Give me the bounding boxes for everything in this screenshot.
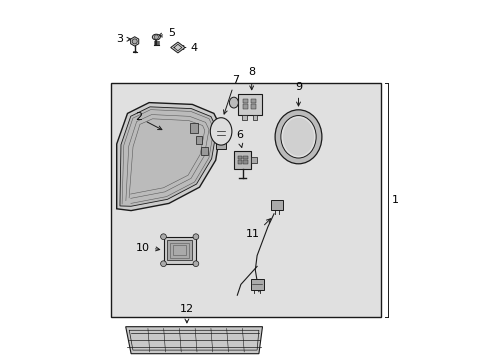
Bar [251,157,256,163]
Ellipse shape [210,118,231,145]
Circle shape [160,261,166,266]
Text: 6: 6 [236,130,243,140]
Bar [250,99,256,103]
Bar [242,104,248,109]
Text: 1: 1 [391,195,398,205]
Bar [237,156,242,159]
Bar [250,279,263,290]
Ellipse shape [229,97,238,108]
Bar [201,147,207,155]
Bar [190,123,198,133]
Bar [170,243,189,258]
Bar [270,200,282,210]
Circle shape [193,234,199,240]
Text: 11: 11 [245,229,259,239]
Bar [250,104,256,109]
Bar [215,141,226,149]
Text: 5: 5 [167,28,175,38]
Bar [167,240,192,260]
Ellipse shape [283,118,313,156]
Circle shape [154,35,158,39]
Bar [242,99,248,103]
Polygon shape [125,327,262,354]
Circle shape [193,261,199,266]
Bar [238,94,261,115]
Text: 9: 9 [294,82,302,92]
Bar [163,237,196,264]
Bar [234,151,251,169]
Circle shape [160,234,166,240]
Bar [111,83,381,317]
Bar [242,115,246,120]
Polygon shape [120,107,216,206]
Polygon shape [170,42,185,53]
Circle shape [132,39,137,44]
Bar [243,156,247,159]
Text: 2: 2 [135,112,162,130]
Polygon shape [117,103,221,211]
Ellipse shape [275,110,321,164]
Ellipse shape [152,34,160,40]
Bar [243,160,247,164]
Text: 12: 12 [180,305,194,315]
Polygon shape [130,37,139,46]
Text: 4: 4 [190,42,198,53]
Text: 3: 3 [116,34,123,44]
Bar [196,136,202,144]
Text: 10: 10 [136,243,149,253]
Bar [237,160,242,164]
Bar [173,245,185,255]
Text: 8: 8 [247,67,255,77]
Ellipse shape [280,116,316,158]
Text: 7: 7 [223,75,239,114]
Bar [253,115,257,120]
